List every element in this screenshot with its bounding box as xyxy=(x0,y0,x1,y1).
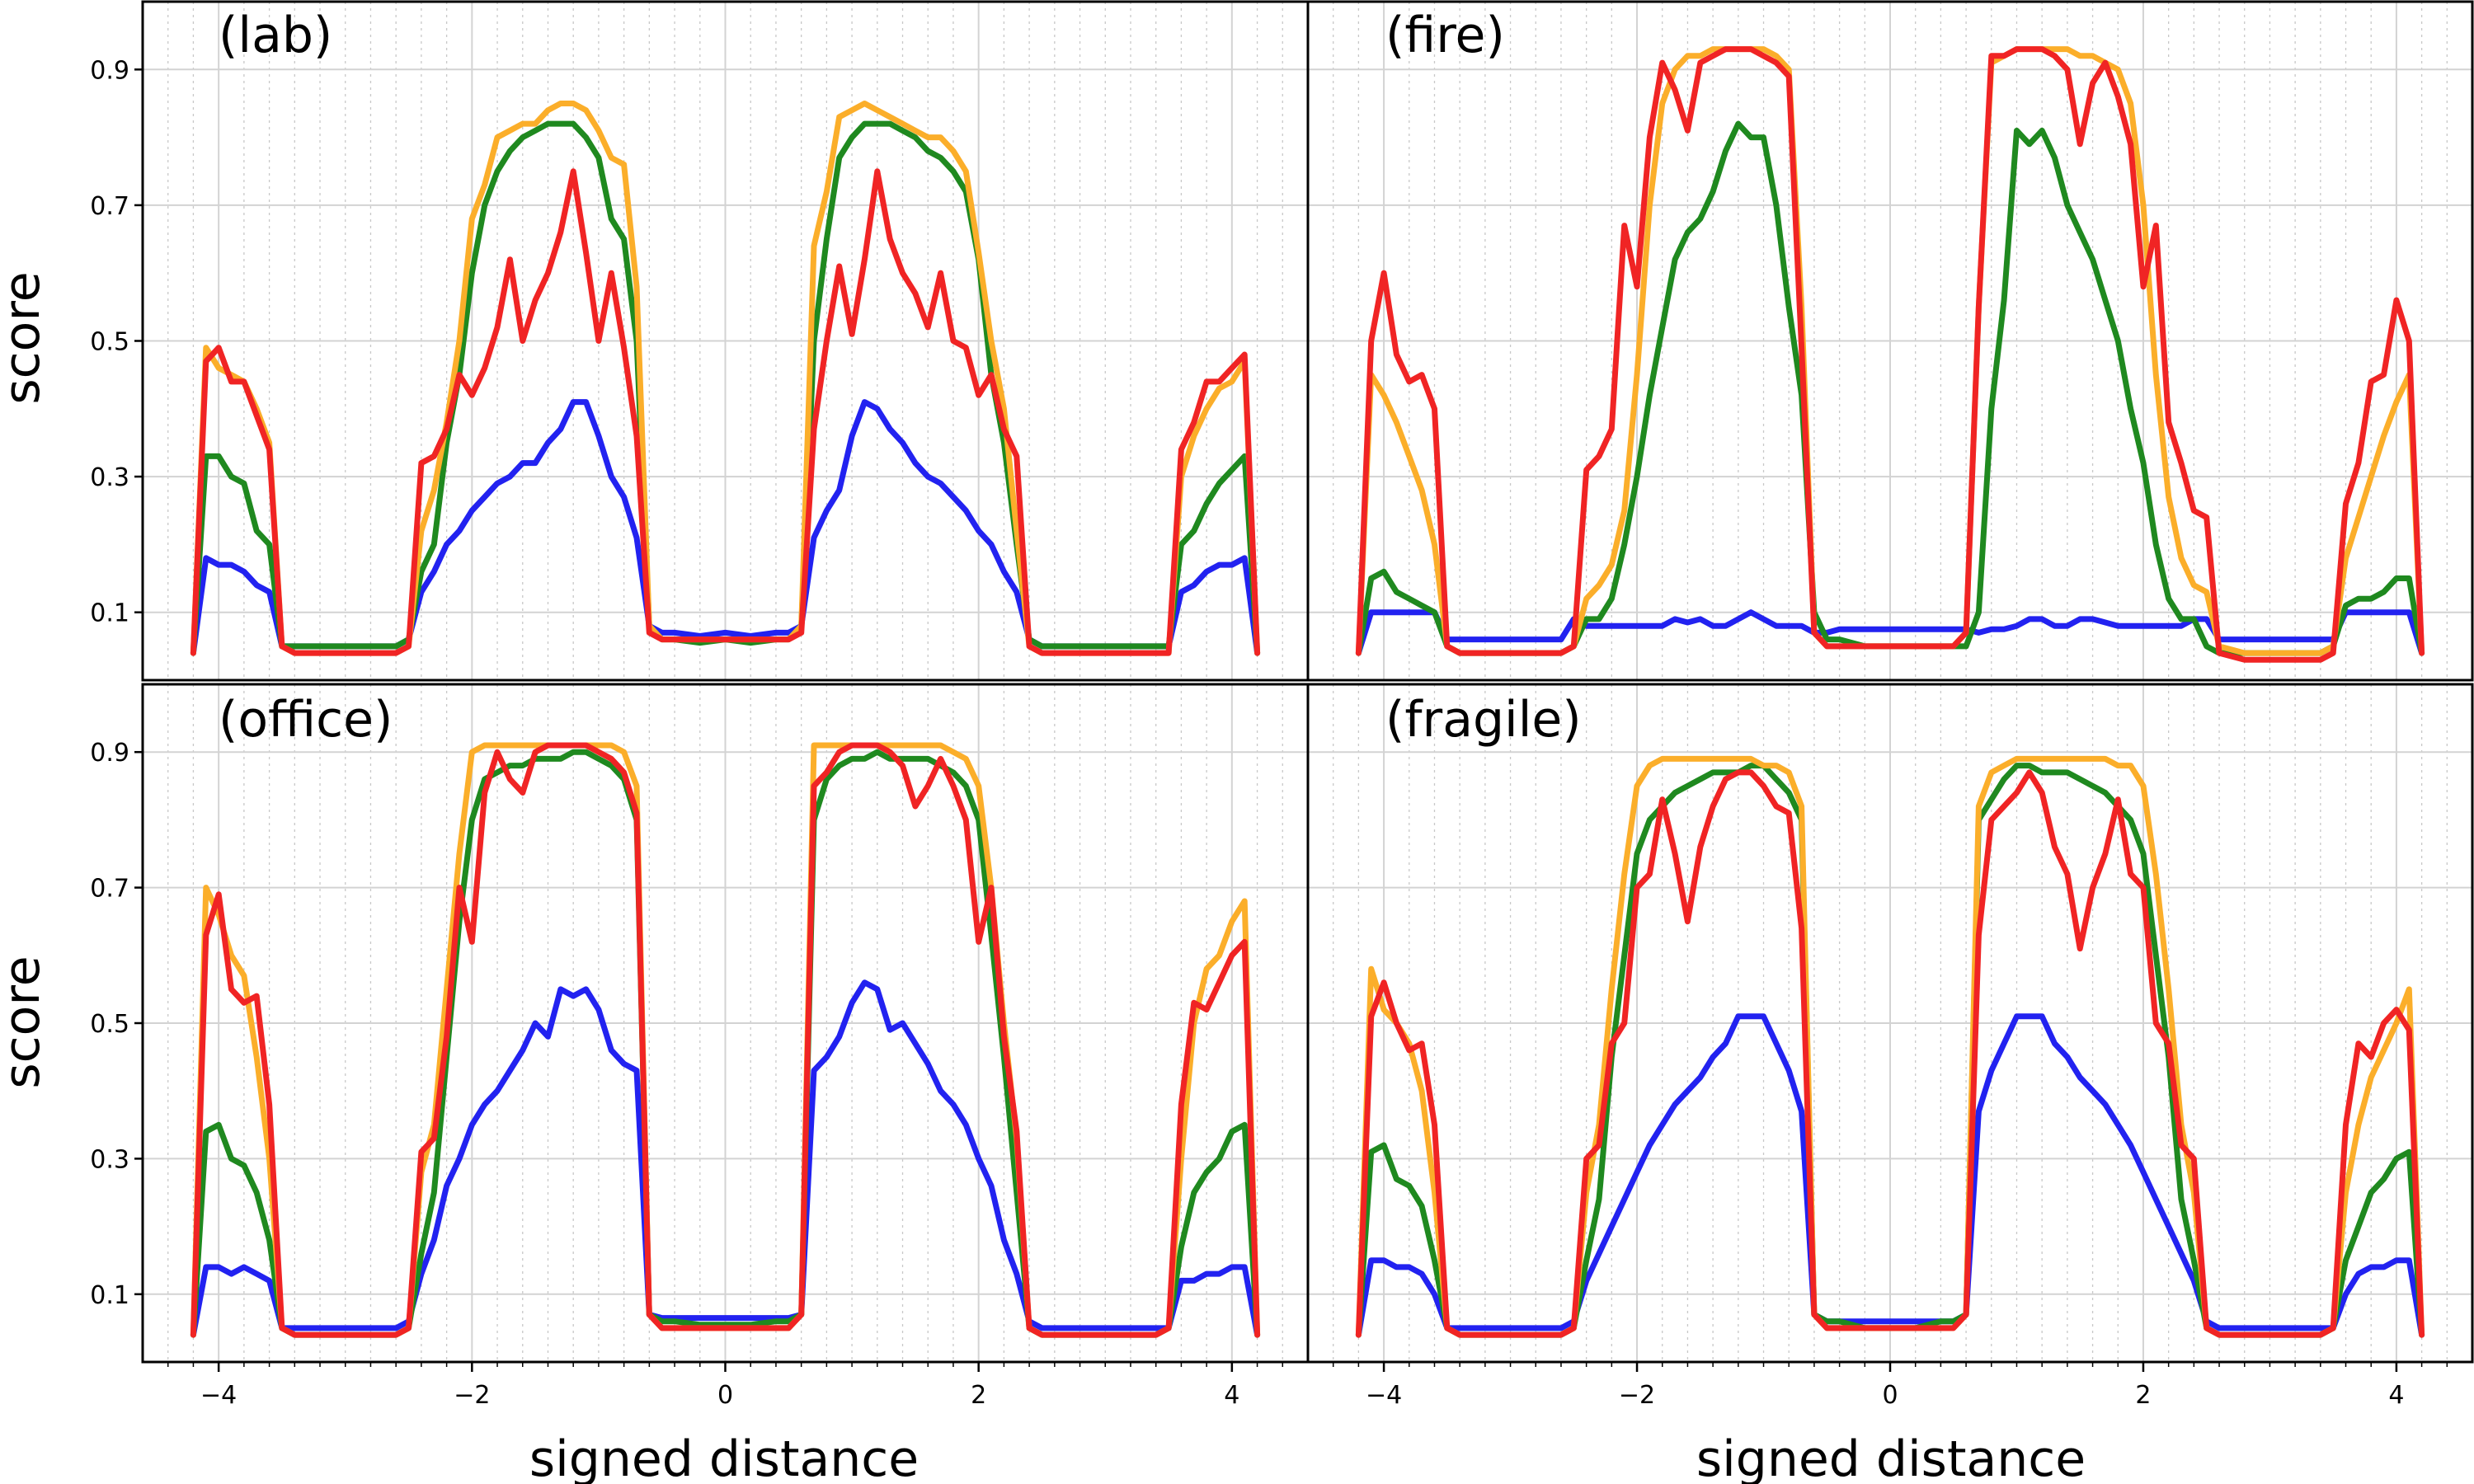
series-line-blue xyxy=(190,979,1261,1338)
x-tick-label: 2 xyxy=(971,1381,986,1410)
x-tick-label: −2 xyxy=(454,1381,490,1410)
x-tick-label: 0 xyxy=(1882,1381,1898,1410)
y-tick-label: 0.7 xyxy=(90,192,129,221)
y-tick-label: 0.3 xyxy=(90,1145,129,1174)
panel-fire xyxy=(1306,0,2474,682)
x-tick-label: −4 xyxy=(200,1381,237,1410)
y-tick-label: 0.3 xyxy=(90,463,129,492)
series-line-red xyxy=(190,742,1261,1338)
y-tick-label: 0.9 xyxy=(90,56,129,85)
panel-frame xyxy=(1306,0,2474,682)
series-line-red xyxy=(1355,769,2425,1338)
panel-lab: 0.1 0.3 0.5 0.7 0.9 xyxy=(90,0,1310,682)
y-axis-title-bottom: score xyxy=(0,956,51,1088)
x-axis-title-right: signed distance xyxy=(1696,1430,2086,1484)
series-line-red xyxy=(1355,46,2425,663)
panel-title-lab: (lab) xyxy=(219,7,332,64)
x-axis-title-left: signed distance xyxy=(529,1430,919,1484)
y-axis-title-top: score xyxy=(0,271,51,404)
panel-title-fragile: (fragile) xyxy=(1385,691,1582,749)
y-tick-label: 0.5 xyxy=(90,1010,129,1039)
y-tick-label: 0.5 xyxy=(90,328,129,357)
x-tick-label: −4 xyxy=(1366,1381,1402,1410)
x-tick-label: 0 xyxy=(717,1381,733,1410)
y-tick-label: 0.1 xyxy=(90,1281,129,1310)
x-tick-label: 4 xyxy=(1224,1381,1239,1410)
x-tick-label: 4 xyxy=(2388,1381,2404,1410)
panel-title-office: (office) xyxy=(219,691,393,749)
series-line-blue xyxy=(1355,1013,2425,1338)
x-tick-label: 2 xyxy=(2135,1381,2151,1410)
panel-office: 0.1 0.3 0.5 0.7 0.9 −4 −2 0 2 4 xyxy=(90,683,1310,1410)
y-tick-label: 0.9 xyxy=(90,739,129,768)
y-tick-label: 0.7 xyxy=(90,875,129,904)
x-tick-label: −2 xyxy=(1619,1381,1655,1410)
panel-title-fire: (fire) xyxy=(1385,7,1505,64)
y-tick-label: 0.1 xyxy=(90,599,129,628)
series-line-red xyxy=(190,168,1261,656)
panel-fragile: −4 −2 0 2 4 xyxy=(1306,683,2474,1410)
